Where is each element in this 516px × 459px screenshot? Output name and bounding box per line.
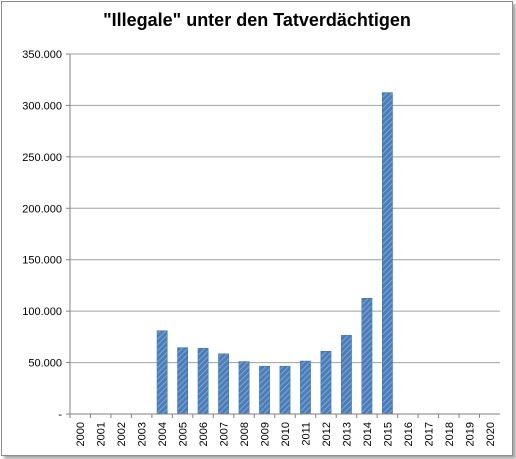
x-tick-label: 2004: [157, 422, 169, 446]
x-tick-label: 2010: [280, 422, 292, 446]
y-tick-label: 250.000: [22, 152, 62, 164]
gridlines: [66, 53, 500, 418]
x-tick-label: 2020: [485, 422, 497, 446]
bar-2014: [361, 298, 373, 415]
y-tick-label: 350.000: [22, 49, 62, 61]
bar-2009: [259, 365, 270, 415]
x-tick-label: 2003: [137, 422, 149, 446]
x-tick-label: 2005: [178, 422, 190, 446]
x-tick-label: 2012: [321, 422, 333, 446]
x-tick-label: 2002: [116, 422, 128, 446]
bar-2012: [320, 351, 332, 415]
y-tick-label: 200.000: [22, 203, 62, 215]
x-tick-label: 2019: [464, 422, 476, 446]
x-tick-label: 2009: [260, 422, 272, 446]
x-tick-label: 2006: [198, 422, 210, 446]
axes: [69, 54, 500, 415]
bar-2004: [156, 330, 168, 415]
x-tick-label: 2000: [75, 422, 87, 446]
bar-2013: [341, 335, 352, 415]
x-tick-label: 2017: [423, 422, 435, 446]
bar-chart: - 50.000 100.000 150.000 200.000 250.000 300.0…: [22, 49, 500, 446]
bar-2015: [382, 92, 393, 415]
x-tick-label: 2018: [444, 422, 456, 446]
bar-2005: [177, 347, 188, 415]
x-tick-label: 2013: [341, 422, 353, 446]
x-tick-label: 2008: [239, 422, 251, 446]
bar-2006: [197, 347, 209, 415]
bar-2008: [238, 361, 250, 415]
y-tick-label: 150.000: [22, 255, 62, 267]
bar-2010: [279, 365, 291, 415]
x-tick-label: 2014: [362, 422, 374, 446]
bars: [156, 92, 393, 415]
x-tick-label: 2001: [96, 422, 108, 446]
x-tick-labels: 2000 2001 2002 2003 2004 2005 2006 2007 2008 2009…: [75, 422, 497, 446]
y-tick-label: 300.000: [22, 100, 62, 112]
x-tick-label: 2015: [382, 422, 394, 446]
bar-2011: [300, 360, 311, 415]
y-tick-label: 50.000: [28, 358, 62, 370]
bar-2007: [218, 353, 229, 415]
x-tick-label: 2007: [219, 422, 231, 446]
y-tick-label: -: [58, 409, 62, 421]
y-tick-labels: - 50.000 100.000 150.000 200.000 250.000 300.0…: [22, 49, 62, 421]
x-tick-label: 2016: [403, 422, 415, 446]
y-tick-label: 100.000: [22, 306, 62, 318]
x-tick-label: 2011: [300, 422, 312, 446]
chart-title: "Illegale" unter den Tatverdächtigen: [103, 10, 411, 30]
